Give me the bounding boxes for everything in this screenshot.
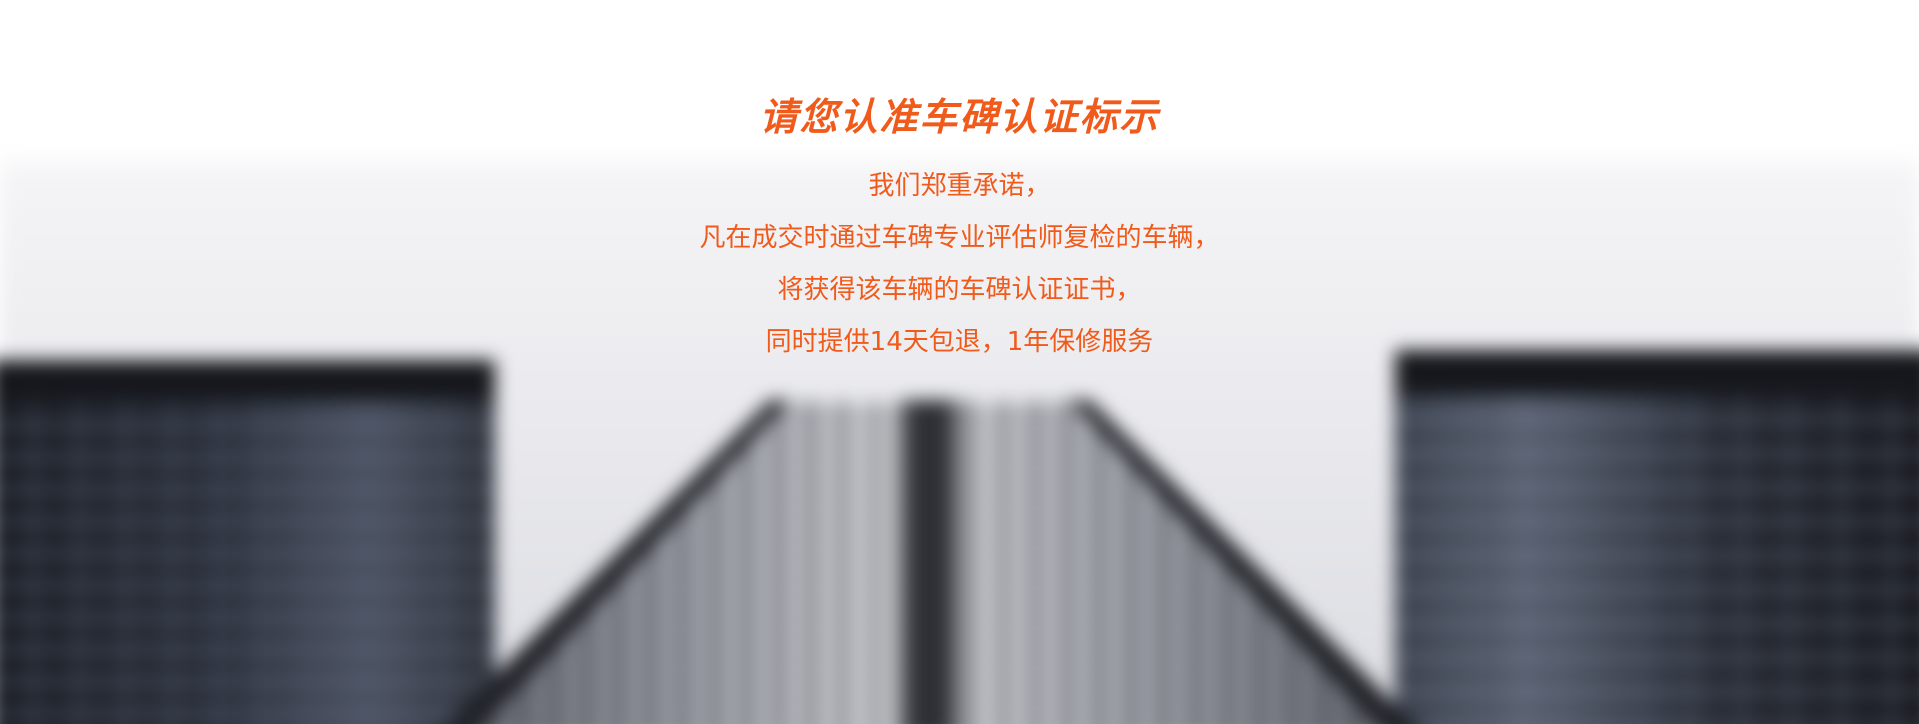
promise-text: 我们郑重承诺， 凡在成交时通过车碑专业评估师复检的车辆， 将获得该车辆的车碑认证… — [0, 160, 1919, 368]
right-building — [1395, 355, 1919, 724]
promise-line-3: 将获得该车辆的车碑认证证书， — [777, 275, 1142, 305]
right-building-roof — [1395, 350, 1919, 395]
left-building-roof — [0, 360, 495, 400]
promise-line-2: 凡在成交时通过车碑专业评估师复检的车辆， — [699, 223, 1220, 253]
left-building — [0, 365, 495, 724]
banner-title: 请您认准车碑认证标示 — [759, 95, 1160, 139]
promise-line-4: 同时提供14天包退，1年保修服务 — [765, 327, 1154, 357]
promise-line-1: 我们郑重承诺， — [868, 171, 1051, 201]
